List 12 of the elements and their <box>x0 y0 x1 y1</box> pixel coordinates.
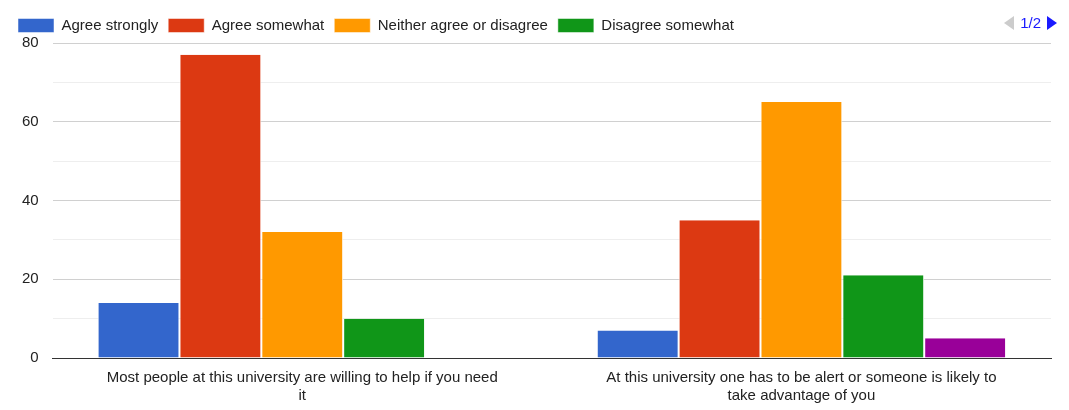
y-tick-label: 60 <box>22 111 39 129</box>
legend-label: Agree strongly <box>61 15 159 33</box>
y-tick-label: 80 <box>22 33 39 51</box>
y-tick-label: 0 <box>30 348 39 366</box>
legend-label: Disagree somewhat <box>601 15 735 33</box>
y-tick-label: 20 <box>22 269 39 287</box>
x-tick-label: At this university one has to be alert or someone is likely to take advantage of you <box>606 368 997 404</box>
text: 1/2 <box>1020 14 1041 31</box>
legend-label: Neither agree or disagree <box>377 15 548 33</box>
legend-label: Agree somewhat <box>211 15 326 33</box>
x-tick-label: Most people at this university are willing to help if you need it <box>106 368 498 404</box>
y-tick-label: 40 <box>22 190 39 208</box>
